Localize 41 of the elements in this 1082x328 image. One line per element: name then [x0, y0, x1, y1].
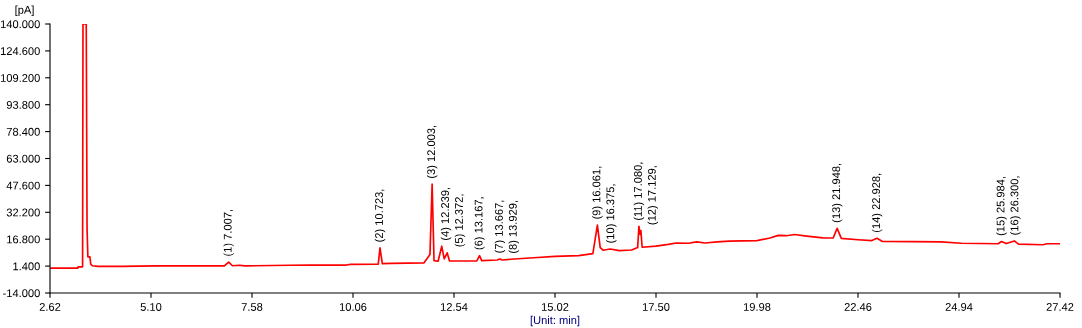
x-tick-label: 15.02	[541, 303, 569, 311]
x-tick-label: 17.50	[642, 303, 670, 311]
annotation: (5) 12.372,	[454, 194, 466, 247]
x-tick-label: 22.46	[844, 303, 872, 311]
x-tick-label: 5.10	[140, 303, 162, 311]
y-tick-label: 47.600	[6, 181, 40, 190]
line-series	[50, 24, 1060, 270]
x-tick-label: 2.62	[39, 303, 61, 311]
annotation: (11) 17.080,	[633, 162, 645, 221]
annotation: (8) 13.929,	[508, 200, 519, 254]
annotation: (9) 16.061,	[592, 166, 603, 219]
annotation: (2) 10.723,	[374, 189, 386, 242]
annotation: (15) 25.984,	[996, 177, 1007, 236]
annotation: (16) 26.300,	[1010, 176, 1021, 235]
y-axis-title: [pA]	[15, 5, 34, 16]
annotation: (4) 12.239,	[440, 187, 452, 240]
annotation: (13) 21.948,	[831, 163, 843, 223]
y-tick-label: 32.200	[6, 208, 40, 217]
annotation: (7) 13.667,	[494, 200, 506, 253]
y-tick-label: 109.200	[0, 74, 40, 82]
x-tick-label: 27.42	[1046, 303, 1074, 311]
x-tick-label: 19.98	[743, 303, 771, 311]
annotation: (1) 7.007,	[223, 209, 234, 256]
annotation: (3) 12.003,	[426, 125, 438, 178]
y-tick-label: 16.800	[7, 235, 40, 244]
y-tick-label: 1.400	[13, 262, 40, 271]
annotation: (12) 17.129,	[647, 166, 658, 225]
y-tick-label: 63.000	[6, 154, 40, 163]
x-axis-title: [Unit: min]	[530, 315, 580, 327]
x-tick-label: 10.06	[339, 303, 367, 311]
annotation: (14) 22.928,	[871, 173, 883, 233]
x-tick-label: 7.58	[241, 303, 263, 311]
y-tick-label: 93.800	[6, 100, 40, 109]
y-tick-label: -14.000	[3, 289, 40, 298]
y-tick-label: 124.600	[0, 47, 40, 56]
y-tick-label: 78.400	[6, 127, 40, 136]
x-tick-label: 12.54	[440, 303, 468, 311]
annotation: (6) 13.167,	[474, 197, 485, 250]
y-tick-label: 140.000	[0, 20, 40, 29]
x-tick-label: 24.94	[945, 303, 973, 311]
annotation: (10) 16.375,	[606, 184, 617, 243]
